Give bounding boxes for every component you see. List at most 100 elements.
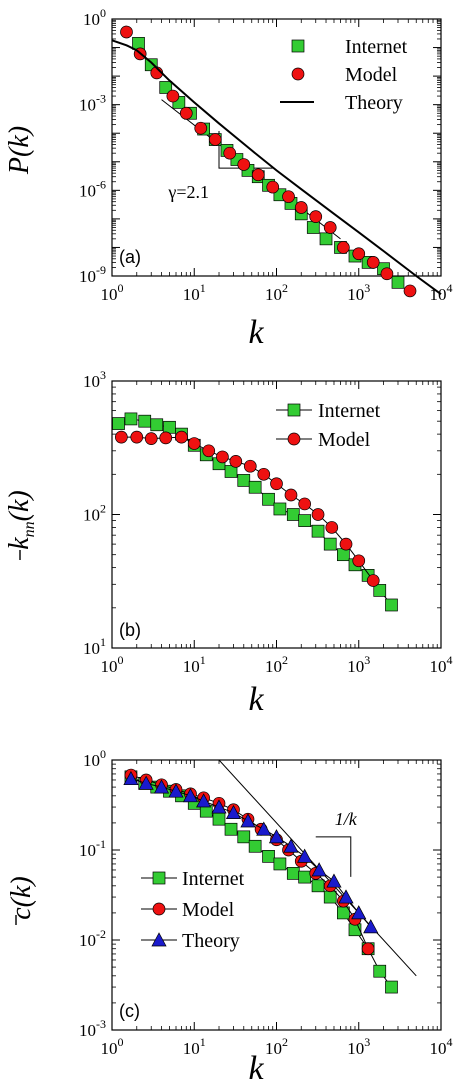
data-point (325, 521, 339, 534)
legend-marker (291, 67, 305, 81)
data-point (363, 919, 379, 934)
y-tick-label: 101 (83, 635, 106, 658)
data-point (373, 584, 387, 597)
y-tick-label: 102 (83, 502, 106, 525)
y-tick-label: 10-9 (79, 263, 106, 286)
data-point (294, 201, 308, 214)
x-axis-label: k (248, 314, 264, 351)
data-point (202, 444, 216, 458)
data-point (385, 598, 398, 612)
data-point (138, 775, 154, 790)
data-point (229, 455, 243, 468)
data-point (266, 180, 280, 194)
x-tick-label: 102 (265, 281, 288, 304)
data-point (240, 813, 256, 828)
legend-marker (287, 403, 301, 417)
y-tick-label: 10-2 (79, 927, 106, 950)
data-point (298, 870, 312, 884)
data-point (257, 467, 271, 481)
data-point (123, 770, 139, 786)
data-point (373, 964, 387, 978)
y-tick-label: 100 (83, 6, 106, 29)
data-point (138, 414, 152, 428)
legend-label: Theory (182, 930, 240, 952)
data-point (248, 839, 262, 853)
y-axis-label: c(k) (6, 876, 37, 920)
data-point (130, 430, 144, 444)
data-point (237, 474, 251, 487)
data-point (256, 821, 272, 836)
y-tick-label: 100 (83, 747, 106, 770)
data-point (262, 492, 275, 506)
data-point (251, 168, 265, 182)
data-point (144, 432, 158, 445)
x-tick-label: 103 (347, 281, 370, 304)
data-point (319, 232, 333, 246)
y-axis-label: knn(k) (4, 490, 38, 550)
data-point (366, 574, 380, 587)
data-point (208, 133, 222, 146)
data-point (225, 804, 242, 820)
data-point (179, 106, 193, 120)
y-tick-label: 10-3 (79, 1017, 106, 1040)
data-point (262, 850, 275, 863)
x-tick-label: 104 (430, 653, 453, 676)
data-point (163, 420, 176, 434)
legend-marker (151, 932, 167, 947)
data-point (159, 431, 173, 445)
panel-label: (b) (119, 620, 141, 640)
x-tick-label: 100 (101, 281, 124, 304)
data-point (385, 980, 398, 994)
data-point (166, 89, 180, 103)
data-point (352, 554, 366, 568)
data-point (182, 788, 199, 803)
data-point (309, 210, 323, 223)
series-line (121, 436, 374, 581)
series-theory: Theory (111, 39, 442, 296)
data-point (223, 146, 237, 160)
legend-label: Internet (182, 868, 245, 890)
legend-marker (291, 39, 305, 53)
panel-label: (c) (119, 1001, 140, 1021)
data-point (351, 905, 367, 920)
legend-label: Model (318, 429, 371, 451)
data-point (338, 889, 354, 904)
data-point (187, 437, 201, 450)
data-point (196, 793, 212, 808)
data-point (337, 906, 350, 920)
x-tick-label: 104 (430, 281, 453, 304)
y-tick-label: 103 (83, 368, 106, 391)
data-point (391, 275, 405, 289)
y-axis-label: P(k) (4, 126, 35, 175)
data-point (124, 412, 138, 426)
data-point (326, 873, 342, 888)
data-point (120, 25, 133, 39)
y-tick-label: 10-6 (79, 177, 106, 200)
legend-marker (152, 871, 166, 885)
data-point (283, 838, 299, 853)
data-point (132, 37, 145, 50)
data-point (286, 508, 300, 521)
data-point (337, 548, 350, 562)
data-point (361, 942, 375, 956)
y-tick-label: 10-1 (79, 837, 106, 860)
legend-label: Internet (318, 400, 381, 422)
data-point (306, 221, 320, 234)
data-point (403, 284, 417, 298)
chart-panel-1: 100 101 102 103 104 10-9 10-6 10-3 100 k P(k) (a) γ=… (4, 6, 453, 351)
series-line (130, 774, 369, 949)
data-point (298, 497, 312, 511)
x-axis-label: k (248, 1050, 264, 1087)
data-point (297, 848, 313, 863)
x-tick-label: 102 (265, 653, 288, 676)
data-point (273, 502, 287, 516)
data-point (248, 480, 262, 494)
data-point (282, 190, 295, 204)
data-point (168, 783, 184, 798)
x-tick-label: 100 (101, 1035, 124, 1058)
data-point (216, 450, 229, 464)
data-point (211, 799, 227, 814)
theory-curve (111, 39, 442, 296)
data-point (153, 779, 170, 794)
series-theory: Theory (123, 770, 379, 952)
